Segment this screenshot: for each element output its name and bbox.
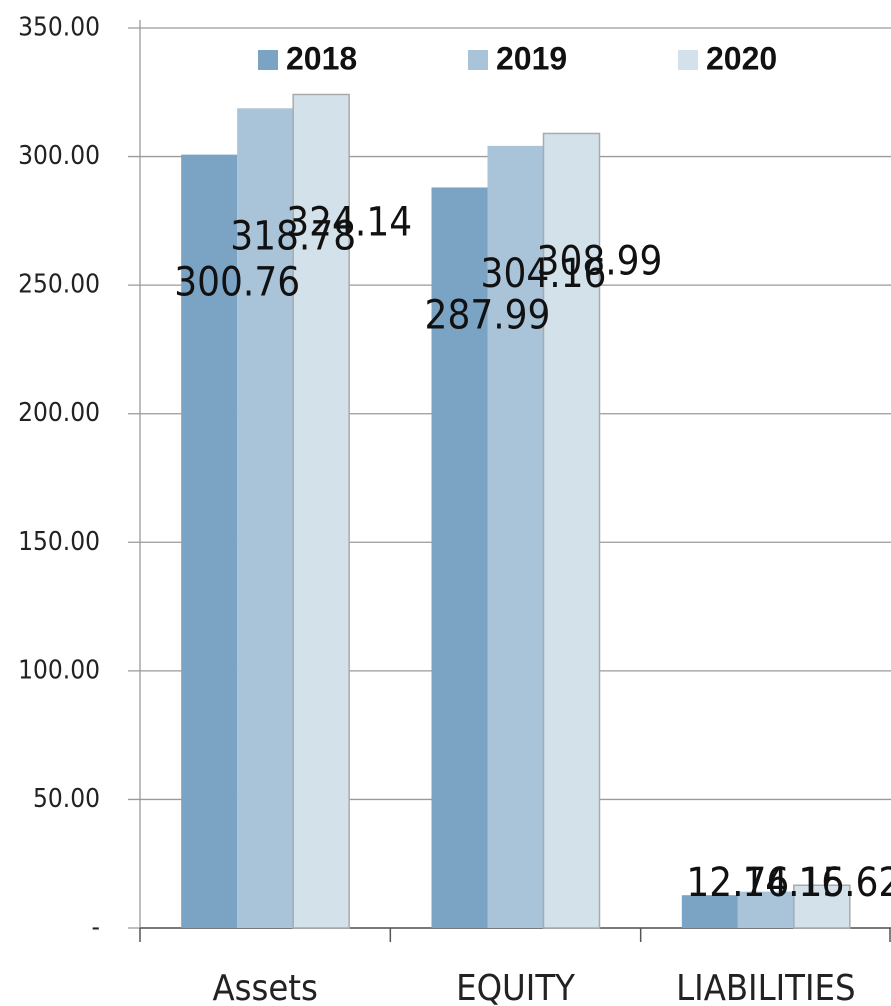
legend-swatch [678, 50, 698, 70]
legend-swatch [258, 50, 278, 70]
x-tick-label: EQUITY [456, 968, 575, 1006]
y-tick-label: 350.00 [18, 13, 100, 43]
value-label: 300.76 [174, 260, 300, 306]
bar [237, 108, 294, 928]
legend-label: 2019 [496, 40, 567, 76]
bar [542, 132, 601, 929]
y-tick-label: 150.00 [18, 527, 100, 557]
legend-swatch [468, 50, 488, 70]
bar [181, 154, 238, 929]
y-tick-label: 200.00 [18, 398, 100, 428]
legend-label: 2018 [286, 40, 357, 76]
y-tick-label: - [92, 913, 100, 943]
bar [292, 93, 350, 929]
bar [487, 145, 544, 929]
bar [737, 891, 794, 928]
value-label: 318.78 [230, 213, 356, 259]
y-tick-label: 50.00 [33, 784, 100, 814]
y-tick-label: 300.00 [18, 141, 100, 171]
bar [681, 895, 738, 928]
value-label: 12.76 [686, 860, 789, 906]
y-tick-label: 250.00 [18, 270, 100, 300]
y-tick-label: 100.00 [18, 655, 100, 685]
value-label: 308.99 [537, 238, 663, 284]
value-label: 304.16 [481, 251, 607, 297]
value-label: 324.14 [286, 199, 412, 245]
x-tick-label: LIABILITIES [676, 968, 855, 1006]
value-label: 14.15 [742, 860, 845, 906]
bar [431, 187, 488, 928]
bar [793, 884, 851, 929]
legend-label: 2020 [706, 40, 777, 76]
value-label: 16.62 [798, 860, 891, 906]
x-tick-label: Assets [212, 968, 317, 1006]
value-label: 287.99 [425, 292, 551, 338]
